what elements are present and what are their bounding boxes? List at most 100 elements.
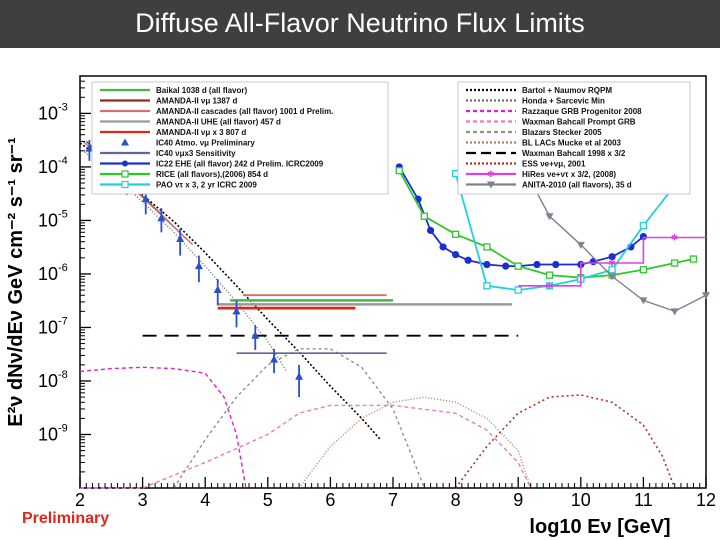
ic40-point-8 xyxy=(232,306,241,315)
series-15-line xyxy=(398,166,644,268)
series-17-point-6 xyxy=(639,221,648,230)
legend-right-entry-7-label: ESS νe+νμ, 2001 xyxy=(522,160,586,169)
legend-right-entry-8-label: HiRes νe+ντ x 3/2, (2008) xyxy=(522,170,616,179)
series-2-line xyxy=(79,366,247,489)
series-16-point-4 xyxy=(514,262,522,270)
series-16-point-2 xyxy=(451,230,460,238)
y-tick-exp-4: -7 xyxy=(58,315,68,327)
ic40-point-4 xyxy=(157,213,166,222)
x-tick-label-5: 7 xyxy=(388,490,398,510)
series-15-point-5 xyxy=(464,256,472,264)
legend-right-entry-8-marker: ✱ xyxy=(487,170,495,180)
y-tick-exp-0: -3 xyxy=(58,101,68,113)
ic40-point-3 xyxy=(141,194,150,203)
legend-left-entry-2-label: AMANDA-II cascades (all flavor) 1001 d P… xyxy=(156,107,333,116)
series-15-point-9 xyxy=(533,260,541,269)
legend-right-entry-6-label: Waxman Bahcall 1998 x 3/2 xyxy=(522,149,626,158)
preliminary-label: Preliminary xyxy=(22,510,109,527)
legend-left-entry-3-label: AMANDA-II UHE (all flavor) 457 d xyxy=(156,118,281,127)
y-tick-exp-2: -5 xyxy=(58,208,68,220)
y-tick-exp-3: -6 xyxy=(58,262,68,274)
series-4-line xyxy=(173,348,425,489)
x-tick-label-4: 6 xyxy=(325,490,335,510)
series-15-point-6 xyxy=(483,260,491,269)
legend-left-entry-6-label: IC40 νμx3 Sensitivity xyxy=(156,149,236,158)
series-19-point-5 xyxy=(670,308,679,316)
legend-left-entry-1-label: AMANDA-II νμ 1387 d xyxy=(156,97,237,106)
series-15-point-2 xyxy=(426,226,435,235)
x-tick-label-8: 10 xyxy=(571,490,591,510)
y-tick-label-1: 10 xyxy=(38,157,58,177)
legend-right-entry-1-label: Honda + Sarcevic Min xyxy=(522,97,605,106)
legend-box-right xyxy=(457,81,691,195)
series-17-line xyxy=(454,173,676,292)
series-0-line xyxy=(79,142,382,441)
series-16-point-0 xyxy=(395,167,403,175)
legend-left-entry-7-marker xyxy=(122,160,128,167)
legend-left-entry-0-label: Baikal 1038 d (all flavor) xyxy=(156,86,247,95)
series-18-point-2: ✱ xyxy=(608,259,616,269)
y-tick-label-5: 10 xyxy=(38,371,58,391)
legend-left-entry-5-marker xyxy=(121,138,129,146)
flux-limits-chart: ✱ ✱ ✱ Baikal 1038 d (all flavor) AMANDA-II … xyxy=(5,75,716,538)
series-15-point-13 xyxy=(608,253,616,261)
y-tick-exp-6: -9 xyxy=(58,422,68,434)
y-tick-exp-1: -4 xyxy=(58,155,68,167)
series-15-point-7 xyxy=(502,262,510,270)
series-16-point-8 xyxy=(639,266,648,274)
legend-right-entry-3-label: Waxman Bahcall Prompt GRB xyxy=(522,118,636,127)
x-tick-label-7: 9 xyxy=(513,490,523,510)
title-bar: Diffuse All-Flavor Neutrino Flux Limits xyxy=(0,0,720,48)
legend-left-entry-7-label: IC22 EHE (all flavor) 242 d Prelim. ICRC… xyxy=(156,160,324,169)
ic40-point-6 xyxy=(194,261,203,270)
legend-right-entry-5-label: BL LACs Mucke et al 2003 xyxy=(522,139,622,148)
legend: Baikal 1038 d (all flavor) AMANDA-II νμ 1… xyxy=(91,81,691,195)
series-15-point-3 xyxy=(439,243,447,251)
legend-left-entry-8-label: RICE (all flavors),(2006) 854 d xyxy=(156,170,268,179)
y-tick-label-2: 10 xyxy=(38,210,58,230)
series-19-point-2 xyxy=(576,241,585,249)
series-15-point-10 xyxy=(552,260,560,269)
plot-points xyxy=(85,139,304,398)
series-16-point-1 xyxy=(420,212,428,220)
series-16-point-10 xyxy=(689,255,698,263)
y-tick-label-0: 10 xyxy=(38,103,58,123)
series-17-point-5 xyxy=(608,266,616,274)
ic40-point-7 xyxy=(213,285,222,294)
legend-left-entry-8-marker xyxy=(121,170,129,178)
y-tick-label-6: 10 xyxy=(38,424,58,444)
y-tick-label-3: 10 xyxy=(38,264,58,284)
axes: 2 3 4 5 6 7 8 9 10 11 1210-310-410-510-610-710-810… xyxy=(5,75,716,538)
x-tick-label-6: 8 xyxy=(451,490,461,510)
y-axis-label: E²ν dNν/dEν GeV cm⁻² s⁻¹ sr⁻¹ xyxy=(5,137,27,427)
series-16-point-3 xyxy=(483,243,491,251)
slide-title: Diffuse All-Flavor Neutrino Flux Limits xyxy=(135,8,585,38)
ic40-point-10 xyxy=(270,355,279,363)
series-17-point-2 xyxy=(514,286,522,294)
series-5-line xyxy=(298,396,532,489)
y-tick-label-4: 10 xyxy=(38,317,58,337)
series-19-point-6 xyxy=(702,292,710,300)
series-18-point-4: ✱ xyxy=(671,233,679,243)
x-tick-label-0: 2 xyxy=(75,490,85,510)
ic40-point-11 xyxy=(295,372,304,380)
legend-left-entry-4-label: AMANDA-II νμ x 3 807 d xyxy=(156,128,246,137)
legend-left-entry-9-marker xyxy=(121,180,129,189)
series-15-point-4 xyxy=(452,250,460,259)
legend-right-entry-2-label: Razzaque GRB Progenitor 2008 xyxy=(522,107,642,116)
series-17-point-1 xyxy=(483,282,491,290)
legend-right-entry-9-marker xyxy=(487,181,495,189)
legend-right-entry-4-label: Blazars Stecker 2005 xyxy=(522,128,602,137)
series-19-point-4 xyxy=(639,297,648,305)
series-18-line xyxy=(518,236,706,287)
x-tick-label-10: 12 xyxy=(696,490,716,510)
x-tick-label-1: 3 xyxy=(138,490,148,510)
legend-left-entry-5-label: IC40 Atmo. νμ Preliminary xyxy=(156,139,255,148)
series-16-point-9 xyxy=(671,259,679,267)
x-tick-label-2: 4 xyxy=(200,490,210,510)
series-19-point-1 xyxy=(545,213,554,221)
x-tick-label-3: 5 xyxy=(263,490,273,510)
x-tick-label-9: 11 xyxy=(634,490,653,510)
series-15-point-15 xyxy=(639,232,648,241)
y-tick-exp-5: -8 xyxy=(58,369,68,381)
